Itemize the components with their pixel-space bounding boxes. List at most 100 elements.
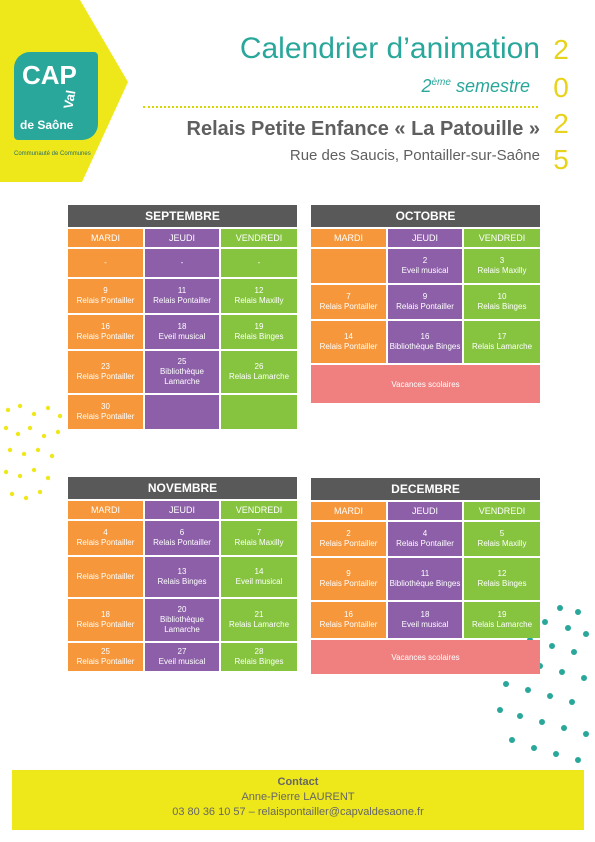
day-header-jeudi: JEUDI [388, 502, 462, 520]
event-place: Relais Pontailler [76, 332, 135, 341]
event-place: Bibliothèque Binges [389, 579, 461, 588]
event-cell: 14 Eveil musical [221, 557, 297, 597]
event-cell: 26 Relais Lamarche [221, 351, 297, 393]
semester-number: 2 [421, 76, 432, 96]
day-header-vendredi: VENDREDI [464, 502, 540, 520]
day-header-mardi: MARDI [311, 229, 386, 247]
logo: CAP Val de Saône [14, 52, 98, 140]
event-date: 9 [103, 286, 108, 295]
event-cell: 7 Relais Pontailler [311, 285, 386, 319]
event-date: 18 [101, 610, 110, 619]
contact-details: 03 80 36 10 57 – relaispontailler@capval… [172, 806, 424, 818]
event-place: Relais Pontailler [76, 657, 135, 666]
event-cell: 10 Relais Binges [464, 285, 540, 319]
event-date: 10 [497, 292, 507, 301]
event-place: Eveil musical [158, 332, 206, 341]
school-holiday-banner: Vacances scolaires [311, 640, 540, 674]
calendar-decembre: DECEMBRE MARDI JEUDI VENDREDI 2 Relais Po… [311, 478, 540, 674]
event-cell: 9 Relais Pontailler [311, 558, 386, 600]
event-place: Relais Lamarche [471, 342, 533, 351]
month-header: NOVEMBRE [68, 477, 297, 499]
event-cell: 19 Relais Lamarche [464, 602, 540, 638]
event-place: Relais Pontailler [76, 372, 135, 381]
year-digit: 5 [553, 144, 569, 175]
event-cell: - [221, 249, 297, 277]
event-date: 27 [177, 647, 187, 656]
event-place: Relais Pontailler [319, 579, 378, 588]
event-date: 21 [254, 610, 264, 619]
event-date: - [180, 258, 184, 267]
event-place: Relais Pontailler [76, 572, 135, 581]
event-place: Relais Pontailler [319, 539, 378, 548]
event-date: 14 [344, 332, 353, 341]
event-place: Eveil musical [401, 620, 449, 629]
day-header-mardi: MARDI [68, 229, 143, 247]
event-cell: 19 Relais Binges [221, 315, 297, 349]
event-place: Bibliothèque Lamarche [159, 367, 205, 386]
event-cell: Relais Pontailler [68, 557, 143, 597]
event-date: 14 [254, 567, 264, 576]
event-cell: 7 Relais Maxilly [221, 521, 297, 555]
event-date: 12 [254, 286, 264, 295]
day-header-mardi: MARDI [311, 502, 386, 520]
event-cell: - [68, 249, 143, 277]
calendar-novembre: NOVEMBRE MARDI JEUDI VENDREDI 4 Relais Po… [68, 477, 297, 673]
event-cell: 11 Relais Pontailler [145, 279, 219, 313]
event-cell: 25 Bibliothèque Lamarche [145, 351, 219, 393]
event-date: 23 [101, 362, 110, 371]
event-cell: 17 Relais Lamarche [464, 321, 540, 363]
event-date: 16 [420, 332, 430, 341]
semester-label: 2ème semestre [0, 76, 530, 97]
event-place: Relais Binges [477, 302, 527, 311]
event-cell: 3 Relais Maxilly [464, 249, 540, 283]
event-place: Eveil musical [235, 577, 283, 586]
calendar-octobre: OCTOBRE MARDI JEUDI VENDREDI 2 Eveil musi… [311, 205, 540, 403]
event-cell: 16 Bibliothèque Binges [388, 321, 462, 363]
event-date: 18 [420, 610, 430, 619]
year-digit: 2 [553, 34, 569, 65]
event-cell: 13 Relais Binges [145, 557, 219, 597]
logo-text-saone: de Saône [20, 118, 74, 132]
contact-label: Contact [277, 776, 319, 788]
event-cell: 16 Relais Pontailler [311, 602, 386, 638]
event-place: Relais Pontailler [76, 412, 135, 421]
event-cell: 28 Relais Binges [221, 643, 297, 671]
event-date: 17 [497, 332, 507, 341]
decorative-dots-left [3, 403, 63, 501]
event-cell: 16 Relais Pontailler [68, 315, 143, 349]
event-place: Relais Maxilly [477, 266, 527, 275]
event-cell [311, 249, 386, 283]
event-cell: 11 Bibliothèque Binges [388, 558, 462, 600]
event-place: Eveil musical [401, 266, 449, 275]
event-date: 3 [499, 256, 505, 265]
calendar-septembre: SEPTEMBRE MARDI JEUDI VENDREDI - - - 9 Re… [68, 205, 297, 431]
event-date: 18 [177, 322, 187, 331]
event-place: Relais Pontailler [76, 620, 135, 629]
day-header-vendredi: VENDREDI [221, 229, 297, 247]
year-digit: 0 [553, 72, 569, 103]
event-cell: 4 Relais Pontailler [68, 521, 143, 555]
day-header-jeudi: JEUDI [145, 501, 219, 519]
event-date: 19 [254, 322, 264, 331]
event-date: 16 [101, 322, 110, 331]
event-cell: 4 Relais Pontailler [388, 522, 462, 556]
event-date: 30 [101, 402, 110, 411]
event-place: Bibliothèque Binges [389, 342, 461, 351]
event-place: Relais Binges [477, 579, 527, 588]
event-cell: 5 Relais Maxilly [464, 522, 540, 556]
logo-caption: Communauté de Communes [14, 151, 91, 157]
event-cell: 9 Relais Pontailler [388, 285, 462, 319]
event-date: 13 [177, 567, 187, 576]
event-date: 9 [346, 569, 351, 578]
event-place: Relais Pontailler [76, 296, 135, 305]
event-place: Relais Maxilly [234, 296, 284, 305]
header-divider [143, 106, 538, 108]
event-place: Relais Pontailler [396, 539, 454, 548]
event-date: 16 [344, 610, 353, 619]
event-cell: 12 Relais Maxilly [221, 279, 297, 313]
day-header-mardi: MARDI [68, 501, 143, 519]
event-cell: 12 Relais Binges [464, 558, 540, 600]
contact-name: Anne-Pierre LAURENT [241, 791, 355, 803]
event-date: 25 [177, 357, 187, 366]
month-header: OCTOBRE [311, 205, 540, 227]
